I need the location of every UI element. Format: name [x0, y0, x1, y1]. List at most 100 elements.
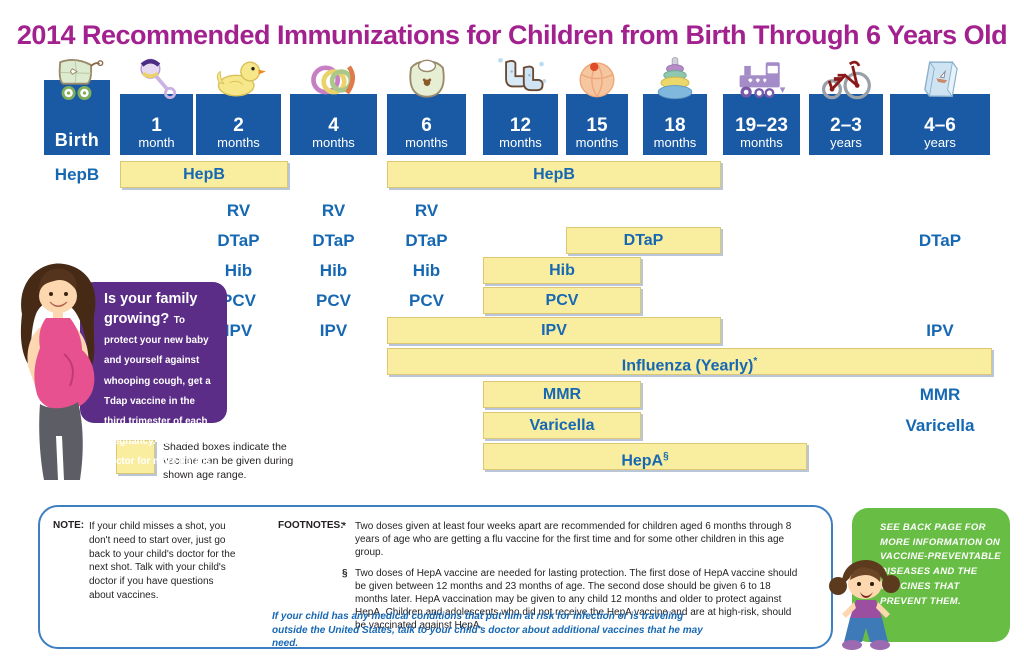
- rv-label-4m: RV: [321, 201, 346, 220]
- footnote-1: * Two doses given at least four weeks apa…: [342, 520, 804, 559]
- ipv-range-box-6m-18m: IPV: [387, 317, 721, 344]
- bib-icon: [399, 54, 455, 109]
- family-growing-callout: Is your family growing? To protect your …: [73, 282, 227, 467]
- back-page-text: SEE BACK PAGE FOR MORE INFORMATION ON VA…: [880, 522, 1001, 607]
- tricycle-icon: [821, 60, 871, 100]
- mmr-label-4-6y: MMR: [919, 385, 961, 404]
- age-unit: months: [740, 134, 783, 150]
- ring-stacker-icon: [657, 57, 693, 100]
- hepb-range-box-1m-2m: HepB: [120, 161, 288, 188]
- train-icon: [739, 62, 785, 98]
- age-number: 18: [664, 114, 686, 136]
- age-column-box: 2–3 years: [809, 94, 883, 155]
- travel-medical-note: If your child has any medical conditions…: [272, 611, 703, 649]
- mmr-range-box-12m-15m: MMR: [483, 381, 641, 408]
- teething-rings-icon: [306, 54, 362, 109]
- age-column-box: 6 months: [387, 94, 466, 155]
- footnote-marker: §: [342, 568, 348, 579]
- stroller-icon: [58, 59, 104, 100]
- age-number: 15: [586, 114, 608, 136]
- age-column-box: 4–6 years: [890, 94, 990, 155]
- age-number: 12: [509, 114, 532, 136]
- duck-icon: [216, 61, 266, 97]
- age-column-box: 4 months: [290, 94, 377, 155]
- age-column-box: 1 month: [120, 94, 193, 155]
- ipv-label-4-6y: IPV: [926, 321, 954, 340]
- note-label: NOTE:: [53, 520, 85, 531]
- age-column-box: Birth: [44, 80, 110, 155]
- ball-icon: [579, 62, 615, 98]
- footnote-2: § Two doses of HepA vaccine are needed fo…: [342, 567, 804, 632]
- ipv-label-2m: IPV: [224, 321, 253, 340]
- age-column-19-23m: 19–23 months: [723, 58, 800, 155]
- age-column-6m: 6 months: [387, 58, 466, 155]
- age-column-4m: 4 months: [290, 58, 377, 155]
- note-text: If your child misses a shot, you don't n…: [89, 521, 236, 601]
- age-number: 1: [151, 114, 162, 136]
- age-column-15m: 15 months: [566, 58, 628, 155]
- legend-shaded-box-swatch: [116, 440, 155, 474]
- ring-stacker-icon: [647, 54, 703, 109]
- age-number: 2: [233, 114, 244, 136]
- age-number: Birth: [54, 130, 100, 151]
- footnotes-list: * Two doses given at least four weeks apa…: [342, 520, 804, 640]
- pcv-label-6m: PCV: [409, 291, 444, 310]
- dtap-range-box-15m-18m: DTaP: [566, 227, 721, 254]
- age-column-box: 15 months: [566, 94, 628, 155]
- bib-icon: [408, 59, 445, 98]
- callout-body: To protect your new baby and yourself ag…: [104, 315, 214, 468]
- age-unit: years: [924, 134, 956, 150]
- age-column-4-6y: 4–6 years: [890, 58, 990, 155]
- rattle-icon: [129, 54, 185, 109]
- age-unit: months: [217, 134, 260, 150]
- influenza-range-box-6m-4-6y: Influenza (Yearly)*: [387, 348, 992, 375]
- footnote-marker: *: [342, 521, 346, 532]
- age-column-2m: 2 months: [196, 58, 281, 155]
- age-unit: months: [499, 134, 542, 150]
- hib-label-4m: Hib: [319, 261, 348, 280]
- age-number: 4–6: [924, 114, 956, 136]
- varicella-label-4-6y: Varicella: [905, 416, 975, 435]
- age-column-2-3y: 2–3 years: [809, 58, 883, 155]
- dtap-label-6m: DTaP: [405, 231, 448, 250]
- pcv-label-2m: PCV: [221, 291, 256, 310]
- footer-panel: NOTE: If your child misses a shot, you d…: [38, 505, 833, 649]
- hib-label-6m: Hib: [412, 261, 441, 280]
- age-number: 2–3: [830, 114, 862, 136]
- booties-icon: [497, 58, 546, 92]
- tricycle-icon: [818, 54, 874, 109]
- age-unit: years: [830, 134, 862, 150]
- page-title: 2014 Recommended Immunizations for Child…: [16, 20, 1008, 50]
- age-column-1m: 1 month: [120, 58, 193, 155]
- legend-text: Shaded boxes indicate the vaccine can be…: [163, 441, 294, 481]
- age-column-box: 2 months: [196, 94, 281, 155]
- book-icon: [924, 61, 958, 98]
- teething-rings-icon: [310, 65, 355, 95]
- booties-icon: [493, 54, 549, 109]
- age-column-birth: Birth: [44, 58, 110, 155]
- age-column-box: 19–23 months: [723, 94, 800, 155]
- rattle-icon: [139, 58, 176, 100]
- train-icon: [734, 54, 790, 109]
- pcv-range-box-12m-15m: PCV: [483, 287, 641, 314]
- rv-label-2m: RV: [226, 201, 251, 220]
- age-unit: months: [575, 134, 619, 150]
- dtap-label-4m: DTaP: [312, 231, 355, 250]
- hepb-label-birth: HepB: [54, 165, 100, 184]
- age-number: 6: [421, 114, 432, 136]
- rv-label-6m: RV: [414, 201, 439, 220]
- book-icon: [912, 54, 968, 109]
- age-column-18m: 18 months: [643, 57, 707, 155]
- duck-icon: [211, 54, 267, 109]
- hib-label-2m: Hib: [224, 261, 253, 280]
- age-unit: month: [138, 134, 175, 150]
- callout-heading: Is your family growing?: [104, 291, 198, 328]
- pregnant-woman-illustration: [20, 263, 96, 480]
- age-column-12m: 12 months: [483, 58, 558, 155]
- stroller-icon: [49, 54, 105, 109]
- girl-illustration: [829, 560, 900, 650]
- hepb-range-box-6m-18m: HepB: [387, 161, 721, 188]
- dtap-label-2m: DTaP: [217, 231, 260, 250]
- age-column-box: 12 months: [483, 94, 558, 155]
